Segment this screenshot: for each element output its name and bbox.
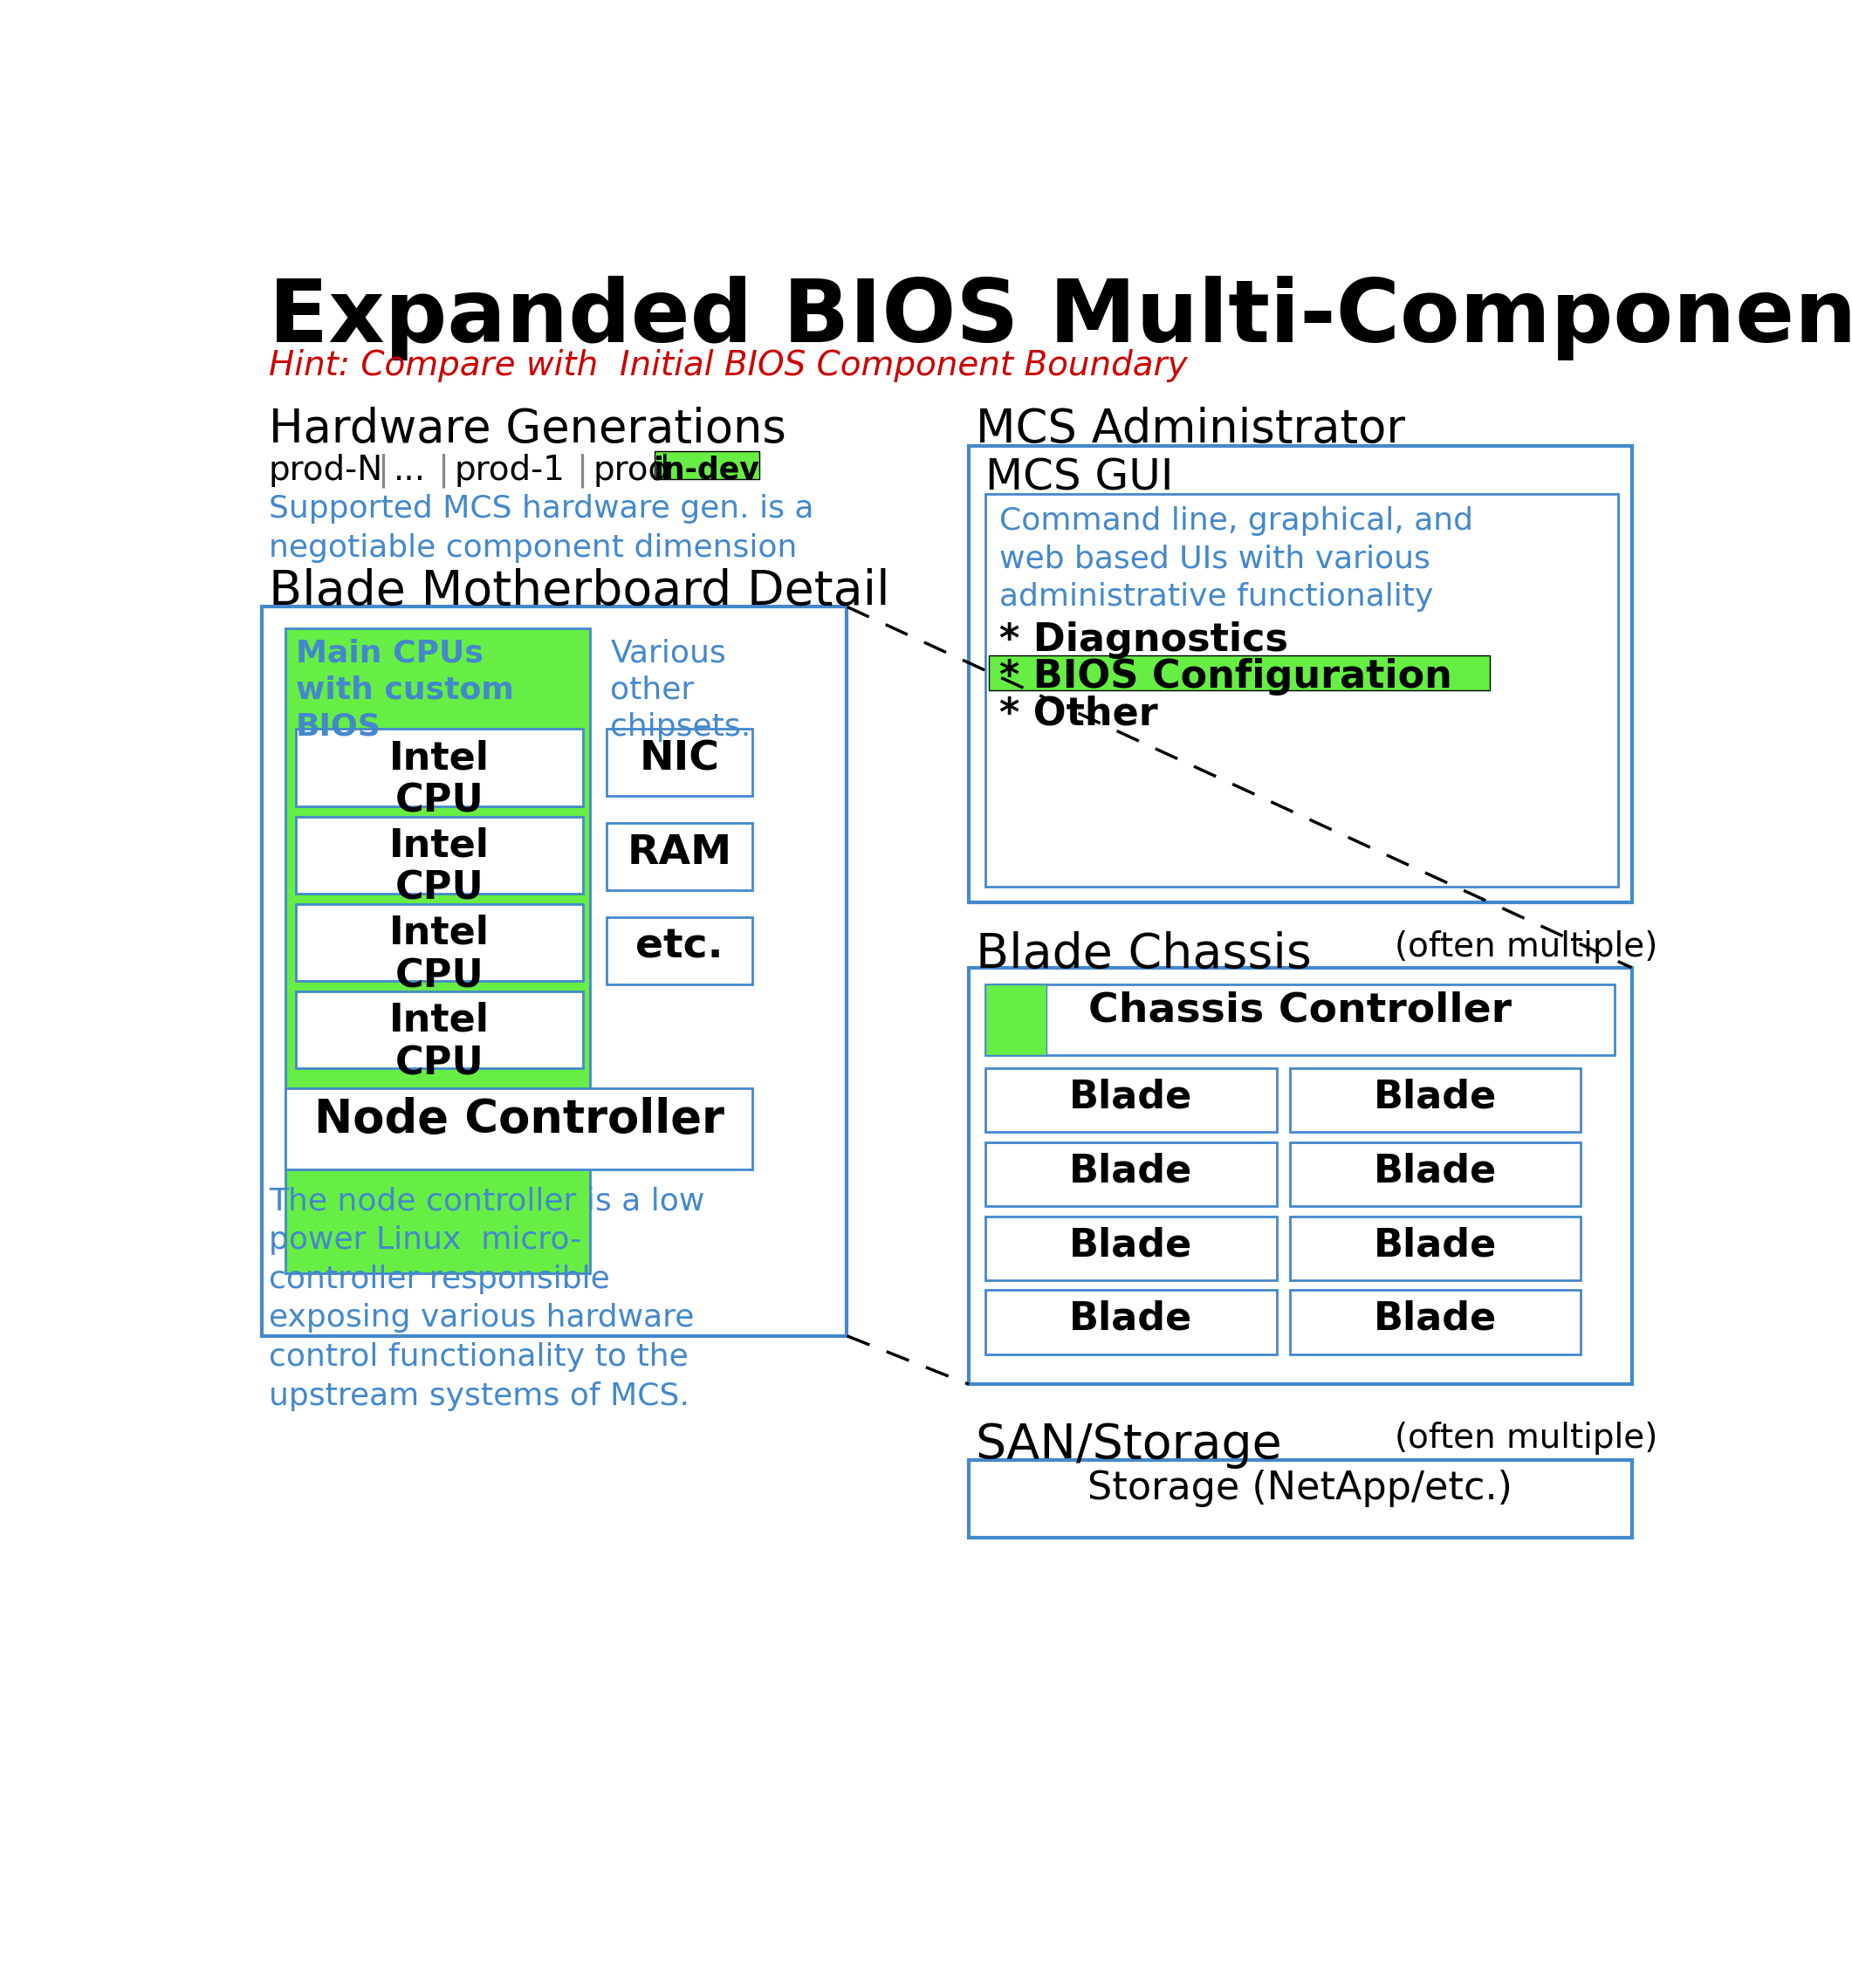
Bar [989,656,1489,690]
Bar [296,730,583,807]
Text: prod: prod [593,453,670,487]
Text: in-dev: in-dev [654,455,759,485]
Text: SAN/Storage: SAN/Storage [976,1421,1283,1469]
Text: * Other: * Other [1000,696,1158,734]
Bar [285,1089,752,1169]
Bar [296,992,583,1068]
Bar [969,445,1632,903]
Text: Intel
CPU: Intel CPU [389,740,489,821]
Text: (often multiple): (often multiple) [1395,930,1658,964]
Text: prod-N: prod-N [269,453,383,487]
Bar [969,968,1632,1384]
Text: * Diagnostics: * Diagnostics [1000,622,1289,660]
Text: Blade: Blade [1374,1227,1496,1264]
Bar [985,493,1619,887]
Text: etc.: etc. [635,926,722,966]
Text: Blade: Blade [1069,1153,1193,1191]
Bar [607,823,752,891]
Bar [296,817,583,895]
Text: Hint: Compare with  Initial BIOS Component Boundary: Hint: Compare with Initial BIOS Componen… [269,350,1187,382]
Text: Blade Chassis: Blade Chassis [976,930,1311,978]
Bar [969,1461,1632,1537]
Text: Expanded BIOS Multi-Component Boundary: Expanded BIOS Multi-Component Boundary [269,276,1852,362]
Text: Intel
CPU: Intel CPU [389,914,489,994]
Text: Blade: Blade [1069,1300,1193,1338]
Text: Blade: Blade [1069,1079,1193,1115]
Bar [285,628,591,1274]
Text: Blade: Blade [1374,1079,1496,1115]
Text: MCS GUI: MCS GUI [985,457,1174,499]
Bar [296,905,583,982]
Text: Chassis Controller: Chassis Controller [1089,992,1511,1030]
Text: |: | [378,453,389,489]
Text: MCS Administrator: MCS Administrator [976,408,1406,451]
Text: Blade Motherboard Detail: Blade Motherboard Detail [269,569,889,614]
Text: Hardware Generations: Hardware Generations [269,408,785,451]
Text: (often multiple): (often multiple) [1395,1421,1658,1455]
Text: Storage (NetApp/etc.): Storage (NetApp/etc.) [1087,1469,1513,1507]
Bar [607,916,752,984]
Bar [611,1091,748,1165]
Text: Command line, graphical, and
web based UIs with various
administrative functiona: Command line, graphical, and web based U… [1000,507,1472,612]
Text: RAM: RAM [626,833,732,873]
Bar [1291,1143,1582,1207]
Bar [985,1217,1276,1280]
Bar [985,1143,1276,1207]
Bar [985,984,1046,1056]
Text: Various
other
chipsets.: Various other chipsets. [611,638,752,742]
Text: Intel
CPU: Intel CPU [389,1002,489,1081]
Bar [1291,1290,1582,1354]
Text: NIC: NIC [639,740,719,779]
Bar [985,1068,1276,1133]
Text: Intel
CPU: Intel CPU [389,827,489,909]
Bar [261,606,846,1336]
Bar [985,984,1615,1056]
Text: Supported MCS hardware gen. is a
negotiable component dimension: Supported MCS hardware gen. is a negotia… [269,493,813,563]
Text: Blade: Blade [1374,1300,1496,1338]
Text: |: | [437,453,450,489]
Bar [1291,1068,1582,1133]
Bar [607,730,752,797]
Text: Node Controller: Node Controller [315,1097,724,1143]
Text: Blade: Blade [1374,1153,1496,1191]
Text: * BIOS Configuration: * BIOS Configuration [1000,658,1452,696]
Bar [985,1290,1276,1354]
Text: ...: ... [394,453,426,487]
Bar [1291,1217,1582,1280]
Text: prod-1: prod-1 [456,453,565,487]
Text: The node controller is a low
power Linux  micro-
controller responsible
exposing: The node controller is a low power Linux… [269,1187,704,1411]
Text: |: | [576,453,587,489]
Bar [654,451,759,479]
Text: Main CPUs
with custom
BIOS: Main CPUs with custom BIOS [296,638,513,742]
Text: Blade: Blade [1069,1227,1193,1264]
